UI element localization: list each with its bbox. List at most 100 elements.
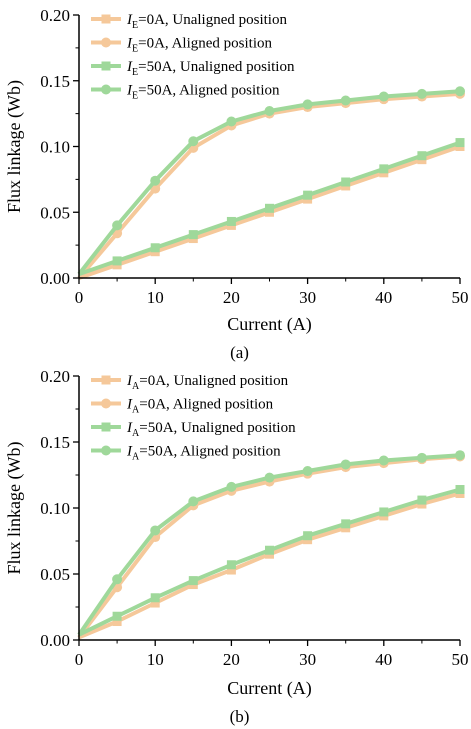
x-tick-label: 30 — [299, 288, 316, 307]
legend-label: IE=0A, Unaligned position — [126, 12, 287, 31]
legend-label: IA=0A, Unaligned position — [126, 373, 289, 392]
legend: IE=0A, Unaligned position IE=0A, Aligned … — [91, 12, 295, 102]
data-point — [265, 545, 274, 555]
chart-panel-a: 0 10 20 30 40 50 0.00 0.05 0.10 0.15 0.20 Current (… — [4, 6, 469, 362]
legend-swatch-marker — [101, 37, 111, 48]
data-point — [378, 91, 389, 102]
data-point — [150, 598, 160, 608]
data-point — [226, 481, 237, 492]
data-point — [416, 452, 427, 463]
y-tick-label: 0.00 — [40, 269, 70, 288]
y-tick-label: 0.15 — [40, 72, 70, 91]
data-point — [112, 256, 122, 266]
data-point — [188, 136, 199, 147]
data-point — [188, 496, 199, 507]
data-point — [226, 565, 236, 575]
legend-label: IA=50A, Unaligned position — [126, 420, 296, 439]
legend-item: IA=0A, Unaligned position — [91, 373, 289, 392]
data-point — [417, 151, 427, 161]
legend-label: IE=0A, Aligned position — [126, 36, 272, 55]
data-point — [188, 230, 198, 240]
legend-swatch-marker — [101, 445, 111, 456]
data-point — [265, 203, 274, 213]
chart-panel-b: 0 10 20 30 40 50 0.00 0.05 0.10 0.15 0.20 Current (… — [4, 367, 469, 726]
panel-label: (b) — [230, 707, 250, 726]
series-3 — [77, 86, 465, 276]
legend-item: IE=0A, Unaligned position — [91, 12, 287, 31]
series-line — [77, 91, 461, 280]
data-point — [112, 574, 123, 585]
data-point — [340, 459, 351, 470]
series-line — [78, 491, 461, 640]
y-axis-title: Flux linkage (Wb) — [4, 80, 25, 213]
data-point — [112, 220, 123, 231]
x-tick-label: 0 — [75, 650, 84, 669]
legend-label: IA=0A, Aligned position — [126, 397, 274, 416]
legend-item: IE=50A, Aligned position — [91, 83, 280, 102]
data-point — [455, 86, 465, 97]
data-point — [150, 525, 161, 536]
data-point — [302, 99, 313, 110]
x-tick-label: 50 — [452, 288, 469, 307]
legend-swatch-marker — [101, 422, 111, 432]
data-point — [303, 190, 313, 200]
legend-label: IE=50A, Unaligned position — [126, 59, 295, 78]
y-tick-label: 0.05 — [40, 565, 70, 584]
data-point — [150, 175, 161, 186]
x-axis-title: Current (A) — [227, 678, 311, 699]
y-tick-label: 0.10 — [40, 499, 70, 518]
data-point — [341, 519, 351, 529]
x-tick-label: 10 — [147, 650, 164, 669]
y-tick-label: 0.20 — [40, 367, 70, 386]
legend-swatch-marker — [101, 398, 111, 409]
series-1 — [77, 88, 465, 280]
legend-item: IA=0A, Aligned position — [91, 397, 274, 416]
legend-label: IE=50A, Aligned position — [126, 83, 280, 102]
x-tick-label: 50 — [452, 650, 469, 669]
data-point — [112, 611, 122, 621]
data-point — [417, 495, 427, 505]
y-tick-label: 0.00 — [40, 631, 70, 650]
x-tick-label: 40 — [375, 288, 392, 307]
y-tick-label: 0.20 — [40, 6, 70, 25]
data-point — [264, 472, 275, 483]
data-point — [188, 576, 198, 586]
data-point — [226, 560, 236, 570]
legend-item: IA=50A, Unaligned position — [91, 420, 296, 439]
data-point — [455, 138, 465, 148]
series-2 — [78, 138, 465, 276]
data-point — [264, 105, 275, 116]
x-tick-label: 40 — [375, 650, 392, 669]
x-tick-label: 10 — [147, 288, 164, 307]
data-point — [378, 455, 389, 466]
series-3 — [77, 450, 465, 636]
data-point — [226, 216, 236, 226]
y-tick-label: 0.15 — [40, 433, 70, 452]
series-line — [77, 89, 461, 276]
legend-swatch-marker — [101, 14, 111, 24]
series-2 — [78, 485, 465, 637]
legend-item: IA=50A, Aligned position — [91, 444, 281, 463]
y-axis-title: Flux linkage (Wb) — [4, 442, 25, 575]
data-point — [302, 466, 313, 477]
data-point — [150, 243, 160, 253]
data-point — [455, 485, 465, 495]
data-point — [112, 617, 122, 627]
data-point — [455, 450, 465, 461]
data-point — [416, 88, 427, 99]
legend-swatch-marker — [101, 61, 111, 71]
data-point — [379, 507, 389, 517]
data-point — [379, 164, 389, 174]
data-point — [341, 177, 351, 187]
data-point — [340, 95, 351, 106]
x-axis-title: Current (A) — [227, 314, 311, 335]
y-tick-label: 0.05 — [40, 203, 70, 222]
legend: IA=0A, Unaligned position IA=0A, Aligned … — [91, 373, 296, 463]
panel-label: (a) — [230, 343, 249, 362]
x-tick-label: 20 — [223, 650, 240, 669]
data-point — [150, 593, 160, 603]
legend-item: IE=0A, Aligned position — [91, 36, 272, 55]
data-point — [303, 531, 313, 541]
legend-label: IA=50A, Aligned position — [126, 444, 281, 463]
legend-swatch-marker — [101, 375, 111, 385]
